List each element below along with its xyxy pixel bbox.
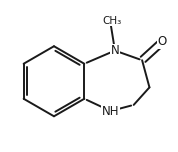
Text: N: N — [111, 44, 119, 57]
Text: CH₃: CH₃ — [103, 16, 122, 26]
Text: O: O — [158, 35, 167, 48]
Text: NH: NH — [102, 105, 119, 117]
